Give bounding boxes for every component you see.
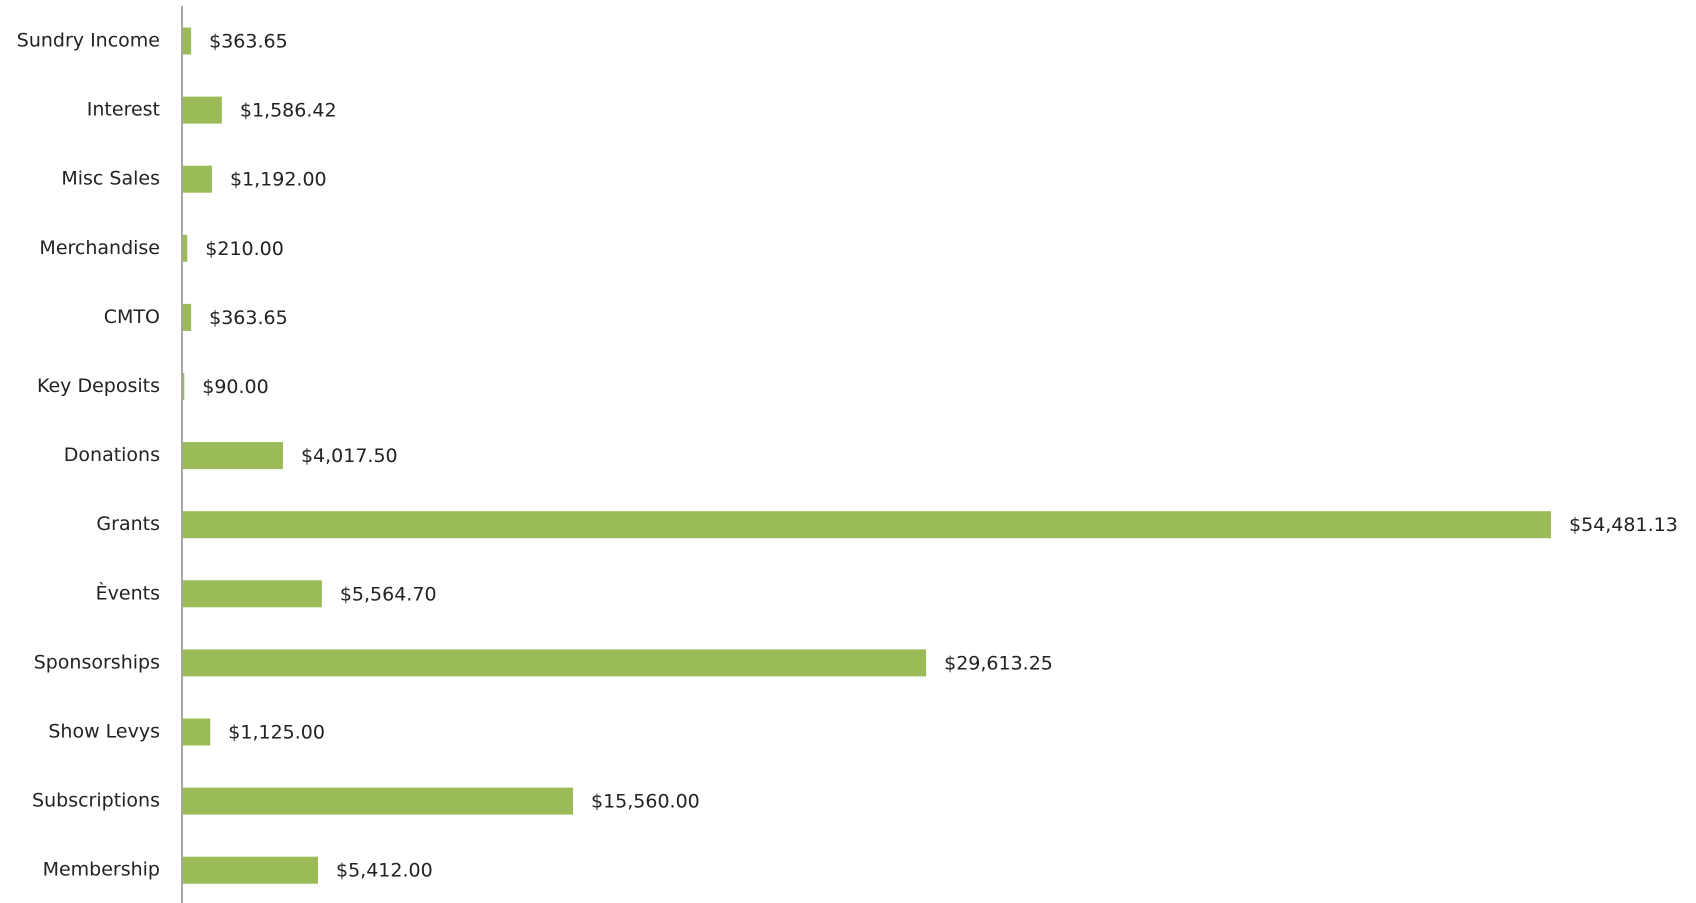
bar	[183, 856, 318, 884]
bar	[183, 303, 192, 331]
value-label: $90.00	[202, 376, 268, 398]
value-label: $1,125.00	[228, 722, 325, 744]
category-label: Key Deposits	[37, 375, 160, 397]
value-label: $5,412.00	[336, 860, 433, 882]
bar	[183, 373, 185, 400]
bar	[183, 442, 283, 470]
value-label: $363.65	[209, 307, 288, 329]
value-label: $363.65	[209, 31, 288, 53]
category-label: Misc Sales	[61, 168, 160, 190]
category-label: Show Levys	[48, 721, 160, 743]
bar	[183, 96, 222, 124]
value-label: $1,586.42	[240, 100, 337, 122]
bar	[183, 580, 322, 608]
value-label: $29,613.25	[944, 652, 1053, 674]
category-label: Sponsorships	[34, 651, 160, 673]
category-label: CMTO	[104, 306, 160, 328]
value-label: $4,017.50	[301, 445, 398, 467]
category-label: Interest	[87, 99, 160, 121]
bar	[183, 787, 573, 815]
bar	[183, 511, 1551, 539]
bar	[183, 27, 192, 55]
value-label: $15,560.00	[591, 791, 700, 813]
category-label: Grants	[96, 513, 160, 535]
value-label: $5,564.70	[340, 583, 437, 605]
bar	[183, 234, 188, 262]
category-label: Merchandise	[39, 237, 160, 259]
value-label: $210.00	[205, 238, 284, 260]
value-label: $54,481.13	[1569, 514, 1678, 536]
bar	[183, 649, 927, 677]
category-label: Subscriptions	[32, 790, 160, 812]
value-label: $1,192.00	[230, 169, 327, 191]
bar	[183, 718, 211, 746]
category-label: Sundry Income	[17, 30, 160, 52]
category-label: Èvents	[96, 581, 160, 604]
category-label: Membership	[43, 859, 160, 881]
bar	[183, 165, 212, 193]
category-label: Donations	[64, 444, 160, 466]
